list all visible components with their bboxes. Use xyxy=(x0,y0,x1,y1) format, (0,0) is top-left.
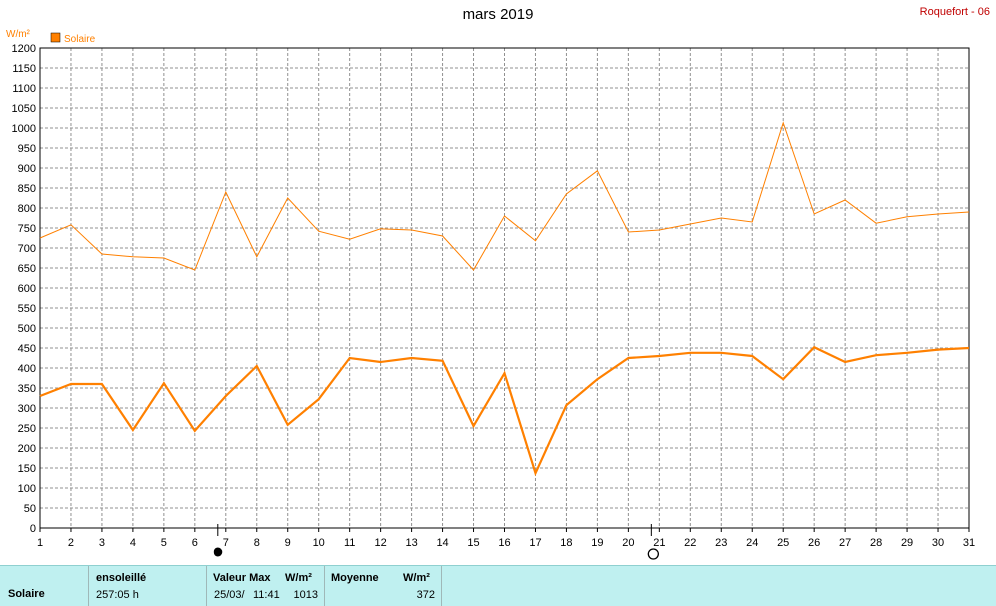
x-tick-label: 31 xyxy=(963,537,975,549)
y-tick-label: 650 xyxy=(18,263,36,275)
x-tick-label: 3 xyxy=(99,537,105,549)
y-tick-label: 850 xyxy=(18,183,36,195)
x-tick-label: 9 xyxy=(285,537,291,549)
chart-area: 0 50 100 150 200 250 300 350 400 450 500 550 600 650 7… xyxy=(6,29,975,560)
y-tick-label: 1100 xyxy=(12,83,36,95)
x-tick-label: 2 xyxy=(68,537,74,549)
y-tick-label: 150 xyxy=(18,463,36,475)
x-tick-label: 15 xyxy=(467,537,479,549)
y-tick-label: 750 xyxy=(18,223,36,235)
x-tick-label: 17 xyxy=(529,537,541,549)
x-tick-label: 10 xyxy=(313,537,325,549)
x-tick-label: 21 xyxy=(653,537,665,549)
y-tick-label: 1150 xyxy=(12,63,36,75)
new-moon-icon xyxy=(647,548,659,560)
average-value: 372 xyxy=(416,589,435,601)
y-tick-label: 50 xyxy=(24,503,36,515)
x-tick-label: 28 xyxy=(870,537,882,549)
x-tick-label: 6 xyxy=(192,537,198,549)
x-tick-label: 23 xyxy=(715,537,727,549)
series-line-1 xyxy=(39,121,970,271)
y-tick-label: 600 xyxy=(18,283,36,295)
x-tick-label: 16 xyxy=(498,537,510,549)
y-tick-label: 1050 xyxy=(12,103,36,115)
x-tick-label: 7 xyxy=(223,537,229,549)
max-unit: W/m² xyxy=(285,572,312,584)
y-tick-label: 400 xyxy=(18,363,36,375)
y-tick-label: 200 xyxy=(18,443,36,455)
footer-label-cell: Solaire xyxy=(0,566,88,606)
y-tick-label: 450 xyxy=(18,343,36,355)
x-tick-label: 14 xyxy=(436,537,448,549)
series-line-2 xyxy=(39,345,970,477)
x-tick-label: 27 xyxy=(839,537,851,549)
y-axis-ticks: 0 50 100 150 200 250 300 350 400 450 500 550 600 650 7… xyxy=(12,43,36,535)
max-date: 25/03/ xyxy=(214,589,245,601)
footer-sunshine-cell: ensoleillé 257:05 h xyxy=(88,566,206,606)
y-tick-label: 550 xyxy=(18,303,36,315)
x-tick-label: 24 xyxy=(746,537,758,549)
sunshine-value: 257:05 h xyxy=(96,589,139,601)
x-tick-label: 25 xyxy=(777,537,789,549)
x-tick-label: 12 xyxy=(375,537,387,549)
x-tick-label: 30 xyxy=(932,537,944,549)
moon-phase-markers xyxy=(212,524,659,560)
y-axis-label: W/m² xyxy=(6,29,31,40)
average-unit: W/m² xyxy=(403,572,430,584)
max-title: Valeur Max xyxy=(213,572,271,584)
average-title: Moyenne xyxy=(331,572,379,584)
max-value: 1013 xyxy=(293,589,318,601)
x-tick-label: 8 xyxy=(254,537,260,549)
x-tick-label: 4 xyxy=(130,537,136,549)
x-axis-ticks: 1 2 3 4 5 6 7 8 9 10 11 12 13 14 15 16 17 18 19 20 21 22 23 24 2… xyxy=(37,528,975,549)
chart-lines xyxy=(39,121,970,477)
y-tick-label: 1200 xyxy=(12,43,36,55)
y-tick-label: 700 xyxy=(18,243,36,255)
y-tick-label: 800 xyxy=(18,203,36,215)
chart-grid xyxy=(39,47,970,529)
x-tick-label: 5 xyxy=(161,537,167,549)
x-tick-label: 11 xyxy=(344,537,355,549)
footer-average-cell: Moyenne W/m² 372 xyxy=(324,566,442,606)
summary-footer: Solaire ensoleillé 257:05 h Valeur Max W… xyxy=(0,565,996,606)
legend-label: Solaire xyxy=(64,34,96,45)
x-tick-label: 20 xyxy=(622,537,634,549)
y-tick-label: 0 xyxy=(30,523,36,535)
y-tick-label: 900 xyxy=(18,163,36,175)
x-tick-label: 1 xyxy=(37,537,43,549)
y-tick-label: 250 xyxy=(18,423,36,435)
y-tick-label: 350 xyxy=(18,383,36,395)
footer-series-label: Solaire xyxy=(8,588,45,600)
y-tick-label: 950 xyxy=(18,143,36,155)
x-tick-label: 18 xyxy=(560,537,572,549)
moon-crescent-highlight xyxy=(212,547,217,557)
y-tick-label: 100 xyxy=(18,483,36,495)
station-name: Roquefort - 06 xyxy=(919,6,990,18)
legend-swatch xyxy=(50,32,61,43)
y-tick-label: 500 xyxy=(18,323,36,335)
chart-title: mars 2019 xyxy=(462,6,534,23)
footer-max-cell: Valeur Max W/m² 25/03/ 11:41 1013 xyxy=(206,566,324,606)
x-tick-label: 13 xyxy=(405,537,417,549)
full-moon-icon xyxy=(213,547,223,557)
sunshine-title: ensoleillé xyxy=(96,572,147,584)
y-tick-label: 300 xyxy=(18,403,36,415)
x-tick-label: 29 xyxy=(901,537,913,549)
x-tick-label: 19 xyxy=(591,537,603,549)
max-time: 11:41 xyxy=(253,589,280,601)
x-tick-label: 22 xyxy=(684,537,696,549)
x-tick-label: 26 xyxy=(808,537,820,549)
y-tick-label: 1000 xyxy=(12,123,36,135)
